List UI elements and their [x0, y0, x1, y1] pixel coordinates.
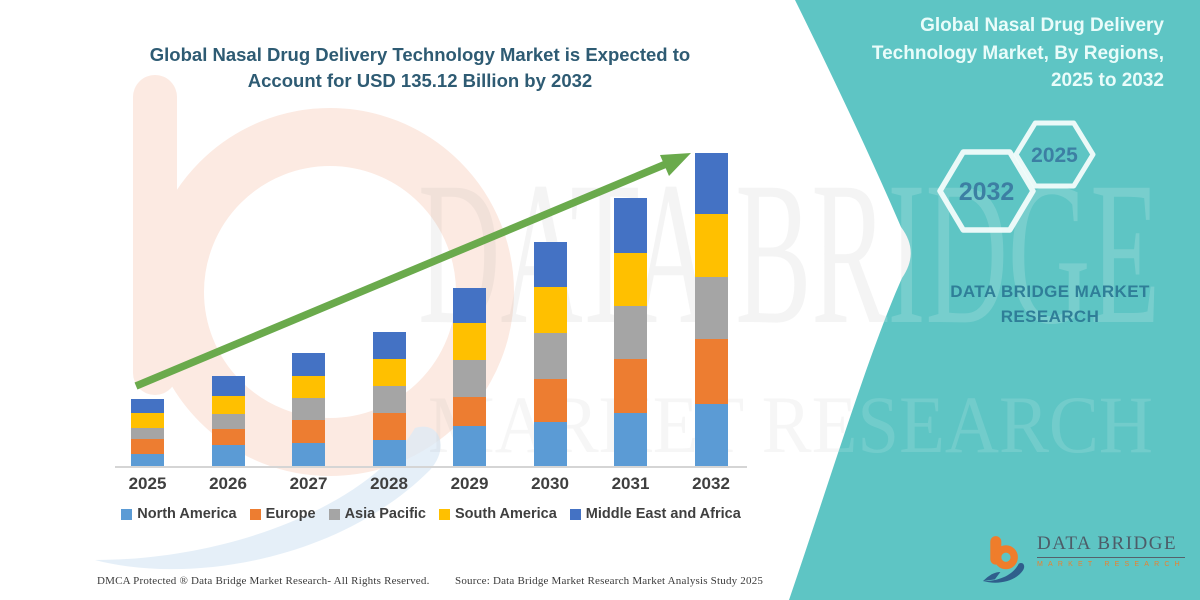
bar-segment-europe-2032	[694, 339, 728, 404]
x-axis-label-2030: 2030	[531, 474, 569, 493]
bar-segment-north-america-2030	[533, 421, 567, 466]
legend-item-middle-east-and-africa: Middle East and Africa	[569, 506, 741, 522]
hexagon-2032-label: 2032	[959, 178, 1015, 206]
bar-segment-south-america-2026	[211, 396, 245, 415]
bar-segment-south-america-2025	[131, 413, 164, 428]
bar-segment-asia-pacific-2027	[292, 397, 325, 420]
bar-segment-asia-pacific-2028	[372, 386, 406, 413]
bar-segment-south-america-2028	[372, 358, 406, 387]
stacked-bar-2029	[453, 288, 486, 466]
sidebar-heading-line1: Global Nasal Drug Delivery	[920, 15, 1164, 36]
bar-segment-south-america-2027	[292, 375, 325, 398]
bar-segment-europe-2028	[372, 412, 406, 440]
bar-segment-europe-2031	[614, 358, 647, 414]
legend-label-north-america: North America	[137, 506, 237, 522]
bar-segment-europe-2026	[211, 428, 245, 446]
stacked-bar-2031	[614, 197, 647, 466]
bar-segment-middle-east-and-africa-2031	[614, 197, 647, 253]
hexagon-2025-label: 2025	[1031, 144, 1078, 167]
x-axis-label-2031: 2031	[611, 474, 650, 493]
bar-segment-north-america-2029	[453, 425, 486, 466]
legend-swatch-asia-pacific	[328, 508, 340, 520]
x-axis-label-2027: 2027	[289, 474, 328, 493]
legend-label-europe: Europe	[265, 506, 316, 522]
bar-segment-middle-east-and-africa-2029	[453, 288, 486, 323]
sidebar-heading: Global Nasal Drug Delivery Technology Ma…	[834, 12, 1164, 95]
stacked-bar-2027	[292, 353, 325, 466]
bar-segment-north-america-2026	[211, 445, 245, 466]
x-axis-label-2025: 2025	[128, 474, 167, 493]
bar-segment-north-america-2027	[292, 442, 325, 466]
data-bridge-logo-icon	[982, 536, 1025, 583]
plot-area	[115, 148, 747, 468]
legend-item-europe: Europe	[249, 506, 316, 522]
bar-segment-asia-pacific-2025	[131, 427, 164, 439]
stacked-bar-2028	[372, 331, 406, 466]
legend-swatch-middle-east-and-africa	[569, 508, 581, 520]
bar-segment-middle-east-and-africa-2030	[533, 242, 567, 288]
bar-segment-south-america-2030	[533, 287, 567, 334]
legend-swatch-europe	[249, 508, 261, 520]
bar-segment-north-america-2031	[614, 413, 647, 466]
legend-label-asia-pacific: Asia Pacific	[344, 506, 426, 522]
bar-segment-europe-2029	[453, 396, 486, 426]
x-axis-label-2032: 2032	[692, 474, 730, 493]
legend-item-asia-pacific: Asia Pacific	[328, 506, 426, 522]
legend-label-middle-east-and-africa: Middle East and Africa	[585, 506, 741, 522]
legend-label-south-america: South America	[455, 506, 557, 522]
bar-segment-asia-pacific-2030	[533, 333, 567, 380]
year-hexagons: 2032 2025	[937, 120, 1096, 233]
bar-segment-asia-pacific-2032	[694, 276, 728, 340]
bar-segment-middle-east-and-africa-2026	[211, 376, 245, 397]
stacked-bar-2030	[533, 242, 567, 466]
stacked-bar-2026	[211, 376, 245, 466]
hexagon-2032	[937, 149, 1036, 233]
x-axis-label-2029: 2029	[450, 474, 489, 493]
x-axis-label-2028: 2028	[370, 474, 408, 493]
bar-segment-middle-east-and-africa-2025	[131, 399, 164, 414]
stacked-bar-2025	[131, 399, 164, 466]
bar-segment-north-america-2032	[694, 403, 728, 466]
sidebar-brand-line1: DATA BRIDGE MARKET	[950, 282, 1150, 301]
sidebar-brand-line2: RESEARCH	[1000, 307, 1100, 326]
bar-segment-middle-east-and-africa-2027	[292, 353, 325, 376]
bar-segment-south-america-2032	[694, 214, 728, 277]
data-bridge-logo: DATA BRIDGE MARKET RESEARCH	[982, 533, 1185, 587]
bar-segment-south-america-2029	[453, 322, 486, 361]
hexagon-2025	[1013, 120, 1096, 189]
chart-title: Global Nasal Drug Delivery Technology Ma…	[85, 42, 755, 94]
sidebar-brand-text: DATA BRIDGE MARKET RESEARCH	[925, 279, 1175, 329]
source-note: Source: Data Bridge Market Research Mark…	[455, 575, 764, 587]
x-axis-label-2026: 2026	[209, 474, 247, 493]
x-axis-labels: 2025 2026 2027 2028 2029 2030 2031 2032	[115, 474, 747, 496]
chart-title-line1: Global Nasal Drug Delivery Technology Ma…	[149, 44, 691, 65]
legend-item-south-america: South America	[439, 506, 557, 522]
bar-segment-europe-2030	[533, 379, 567, 422]
logo-tagline: MARKET RESEARCH	[1037, 561, 1185, 568]
legend-swatch-south-america	[439, 508, 450, 520]
stacked-bar-2032	[694, 153, 728, 466]
logo-name: DATA BRIDGE	[1037, 533, 1185, 558]
bar-segment-europe-2027	[292, 419, 325, 443]
legend-swatch-north-america	[121, 508, 133, 520]
bar-segment-asia-pacific-2031	[614, 306, 647, 359]
bar-segment-europe-2025	[131, 438, 164, 454]
chart-legend: North America Europe Asia Pacific South Ame…	[95, 506, 767, 522]
legend-item-north-america: North America	[121, 506, 237, 522]
data-bridge-logo-text: DATA BRIDGE MARKET RESEARCH	[1037, 533, 1185, 568]
chart-title-line2: Account for USD 135.12 Billion by 2032	[247, 70, 593, 91]
dmca-notice: DMCA Protected ® Data Bridge Market Rese…	[97, 575, 430, 587]
bar-segment-north-america-2028	[372, 439, 406, 466]
teal-side-panel	[789, 0, 1200, 600]
bar-segment-asia-pacific-2029	[453, 360, 486, 397]
bar-segment-middle-east-and-africa-2028	[372, 331, 406, 359]
sidebar-heading-line2: Technology Market, By Regions,	[871, 42, 1164, 64]
bar-segment-south-america-2031	[614, 252, 647, 307]
bar-segment-asia-pacific-2026	[211, 414, 245, 429]
sidebar-heading-line3: 2025 to 2032	[1050, 70, 1164, 91]
bar-segment-north-america-2025	[131, 453, 164, 466]
bar-segment-middle-east-and-africa-2032	[694, 153, 728, 215]
